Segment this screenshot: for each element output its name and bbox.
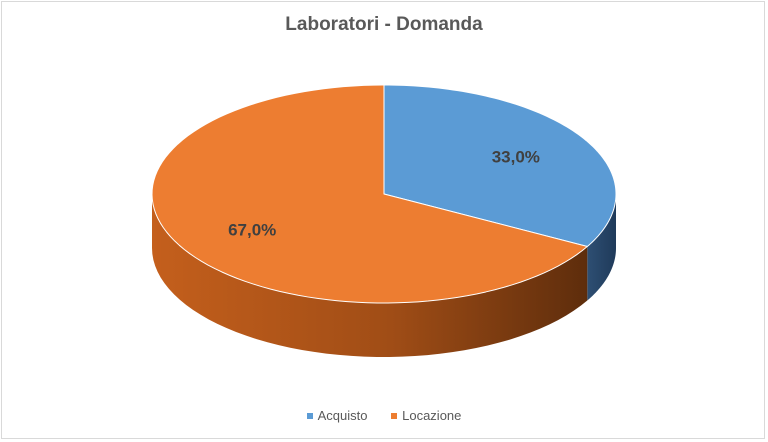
- legend-swatch-locazione: [391, 412, 398, 419]
- data-label-locazione: 67,0%: [228, 221, 276, 240]
- legend-label-acquisto: Acquisto: [317, 408, 368, 423]
- legend-swatch-acquisto: [306, 412, 313, 419]
- legend-label-locazione: Locazione: [402, 408, 462, 423]
- chart-legend: Acquisto Locazione: [0, 408, 768, 423]
- pie-slice-locazione: [151, 84, 588, 304]
- chart-title: Laboratori - Domanda: [285, 14, 483, 35]
- pie-side-acquisto: [587, 194, 616, 301]
- data-label-acquisto: 33,0%: [492, 147, 540, 166]
- pie-side-locazione: [152, 194, 588, 357]
- legend-item-acquisto: Acquisto: [306, 408, 368, 423]
- legend-item-locazione: Locazione: [391, 408, 461, 423]
- pie-slice-acquisto: [383, 84, 617, 248]
